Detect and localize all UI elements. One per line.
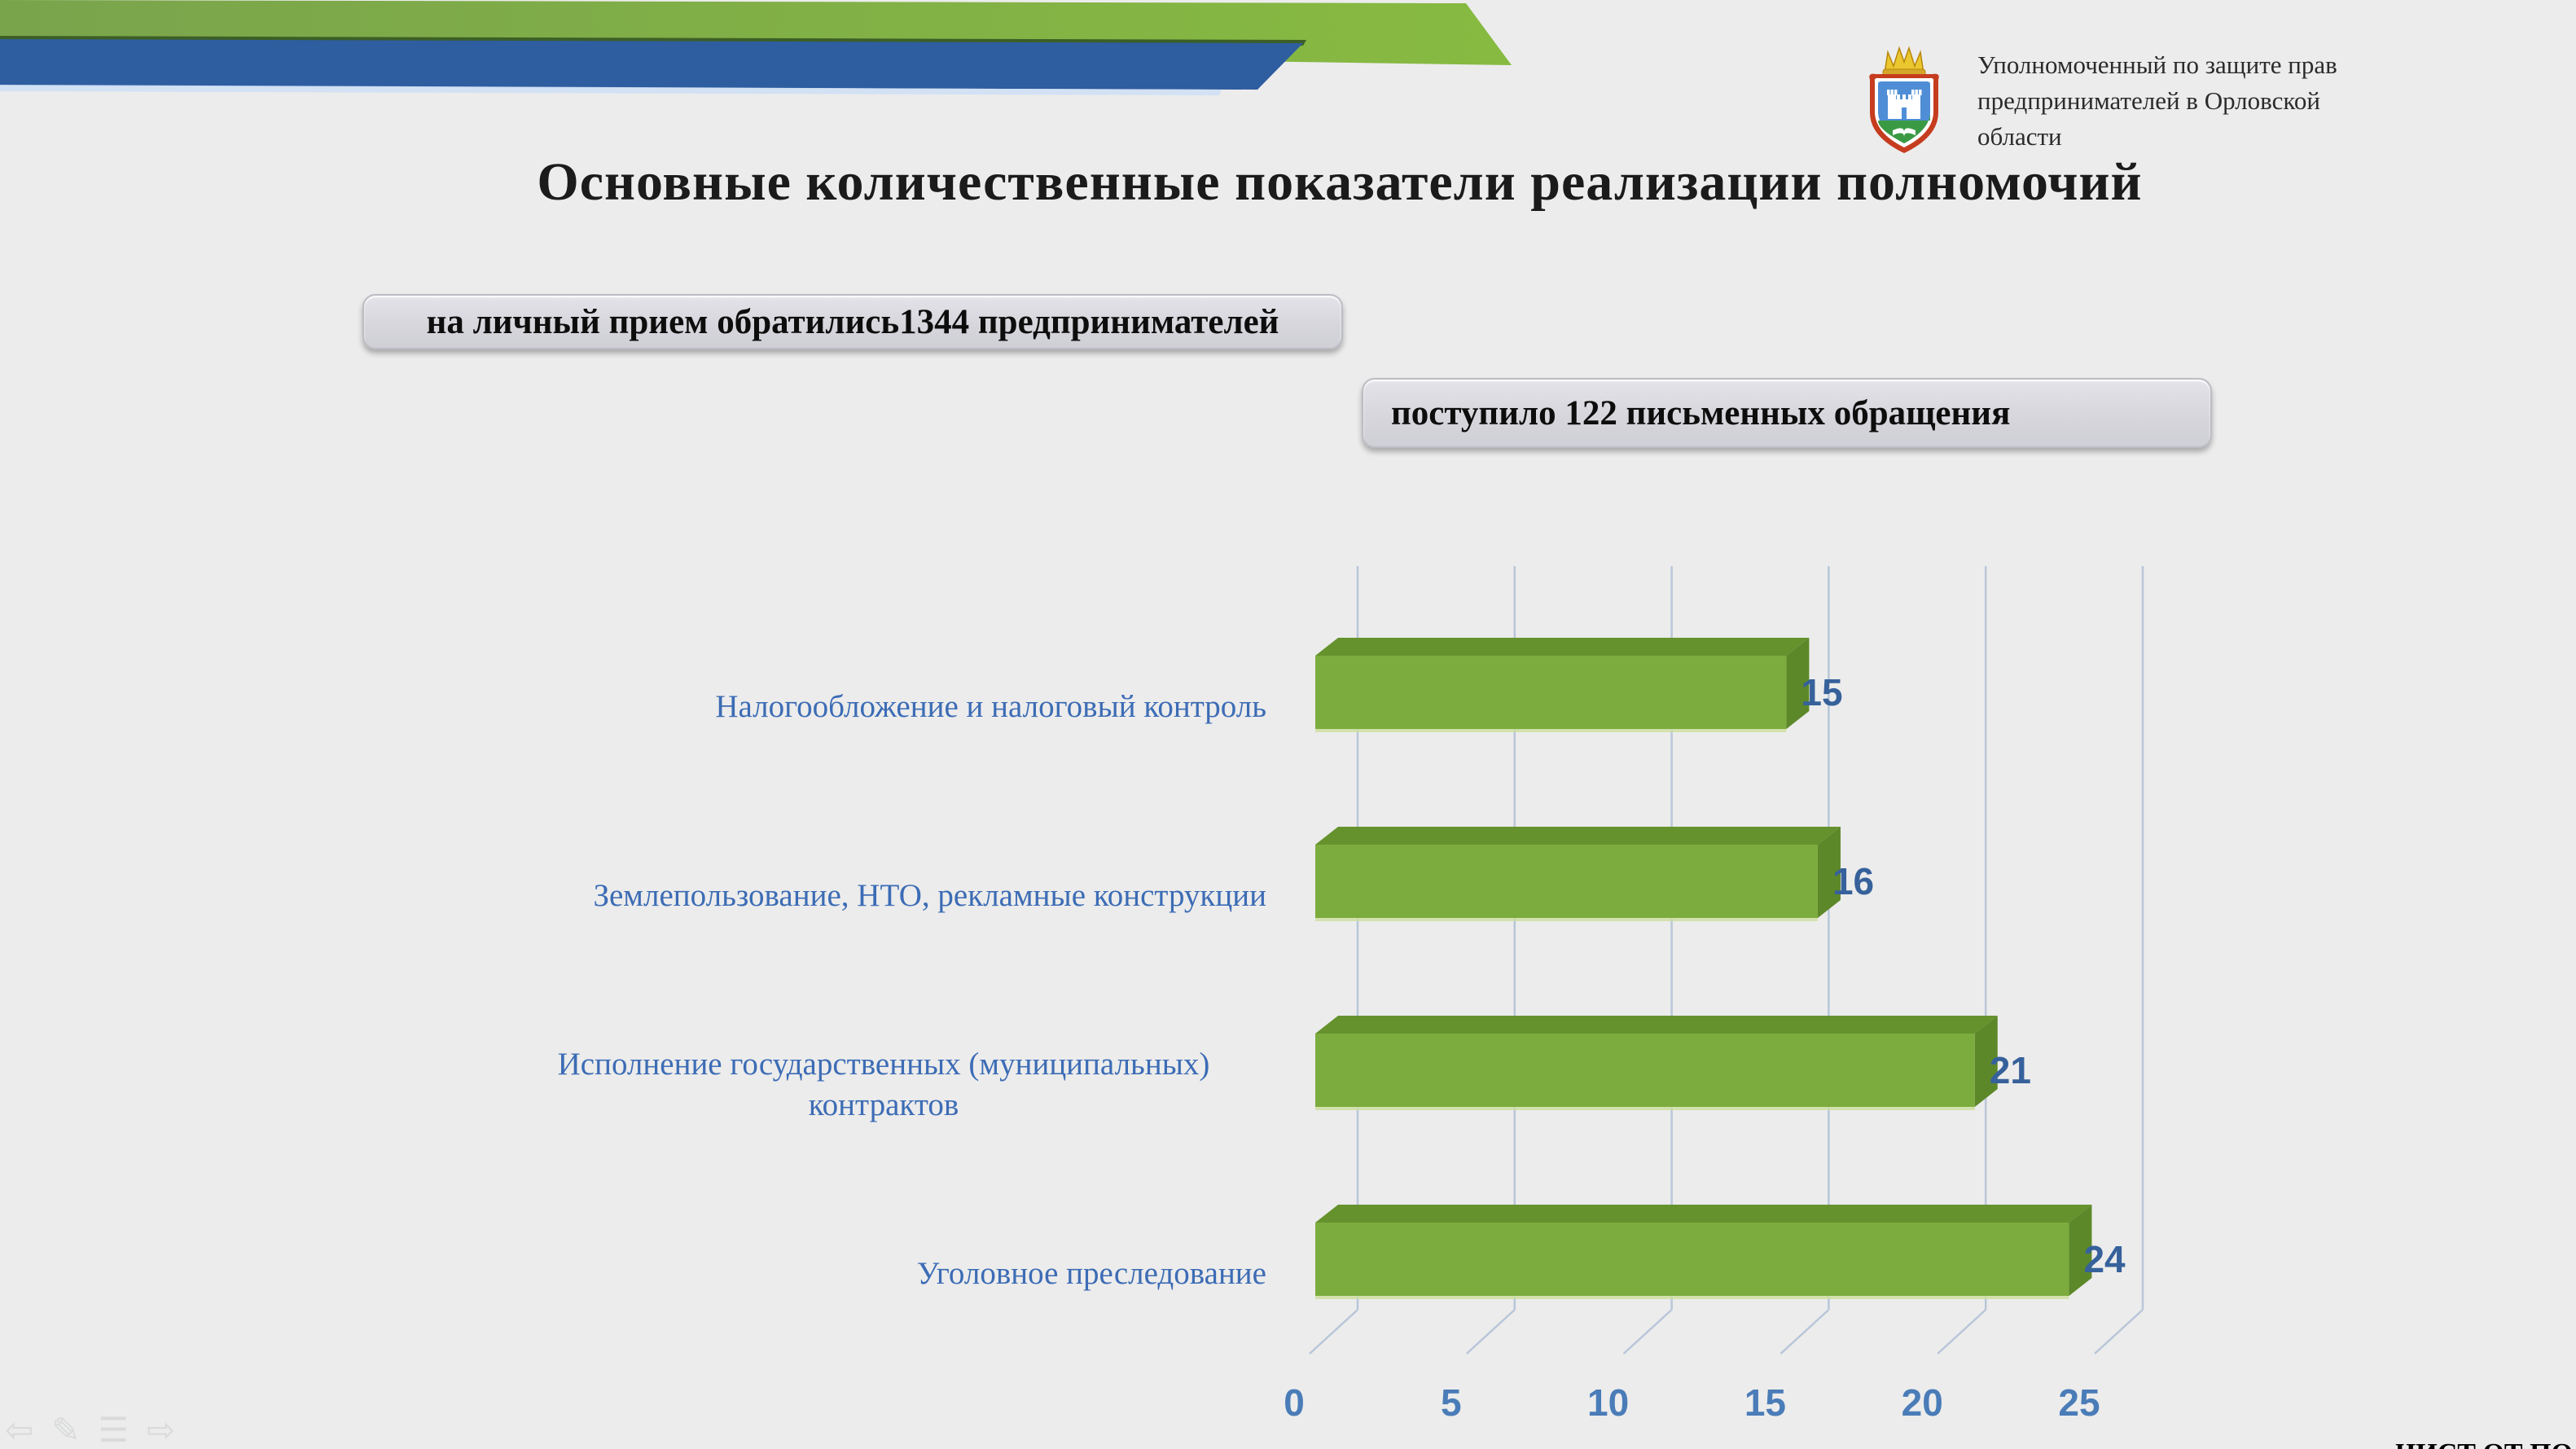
category-label-criminal: Уголовное преследование: [916, 1256, 1266, 1291]
org-name-line: области: [1977, 122, 2062, 151]
bars: 15 16 21 24: [1315, 638, 2126, 1299]
header-decoration: [0, 0, 1512, 95]
written-appeals-text: поступило 122 письменных обращения: [1391, 393, 2011, 433]
org-name-line: Уполномоченный по защите прав: [1977, 50, 2337, 79]
written-appeals-callout: поступило 122 письменных обращения: [1362, 378, 2212, 448]
x-axis-tick: 5: [1441, 1381, 1462, 1424]
light-blue-edge: [0, 85, 1222, 95]
bottom-right-cutoff-text: ЧИСТ ОТ ПО: [2395, 1438, 2573, 1449]
x-axis-tick: 0: [1284, 1381, 1305, 1424]
personal-appeals-text: на личный прием обратились1344 предприни…: [426, 302, 1279, 341]
book-icon: [1893, 128, 1916, 137]
bar-value-label: 24: [2083, 1238, 2126, 1280]
slide-title: Основные количественные показатели реали…: [537, 152, 2143, 212]
next-slide-arrow-icon[interactable]: ⇨: [147, 1410, 176, 1449]
personal-appeals-callout: на личный прием обратились1344 предприни…: [362, 294, 1343, 349]
bar-2: 21: [1315, 1016, 2031, 1110]
org-name-line: предпринимателей в Орловской: [1977, 86, 2320, 115]
slide-nav-controls: ⇦ ✎ ☰ ⇨: [5, 1413, 175, 1447]
shield: [1869, 73, 1939, 153]
bar-value-label: 16: [1832, 860, 1874, 902]
org-name: Уполномоченный по защите прав предприним…: [1977, 47, 2352, 155]
bar-value-label: 21: [1990, 1049, 2031, 1091]
category-label-taxation: Налогообложение и налоговый контроль: [715, 689, 1266, 724]
x-axis-tick: 20: [1902, 1381, 1943, 1424]
category-label-land-use: Землепользование, НТО, рекламные констру…: [593, 878, 1266, 913]
slide-list-icon[interactable]: ☰: [98, 1410, 129, 1449]
bar-value-label: 15: [1801, 671, 1842, 714]
gridlines: 0 5 10 15 20 25: [1284, 566, 2144, 1424]
castle-icon: [1887, 90, 1922, 119]
blue-band: [0, 39, 1303, 90]
bar-3: 24: [1315, 1205, 2126, 1299]
x-axis-tick: 25: [2058, 1381, 2100, 1424]
bar-1: 16: [1315, 827, 1874, 921]
x-axis-tick: 10: [1587, 1381, 1629, 1424]
prev-slide-arrow-icon[interactable]: ⇦: [5, 1410, 34, 1449]
x-axis-tick: 15: [1744, 1381, 1786, 1424]
bar-0: 15: [1315, 638, 1843, 732]
oryol-coat-of-arms-logo: [1869, 46, 1939, 153]
pencil-icon[interactable]: ✎: [51, 1410, 81, 1449]
category-label-contracts: Исполнение государственных (муниципальны…: [557, 1047, 1210, 1122]
